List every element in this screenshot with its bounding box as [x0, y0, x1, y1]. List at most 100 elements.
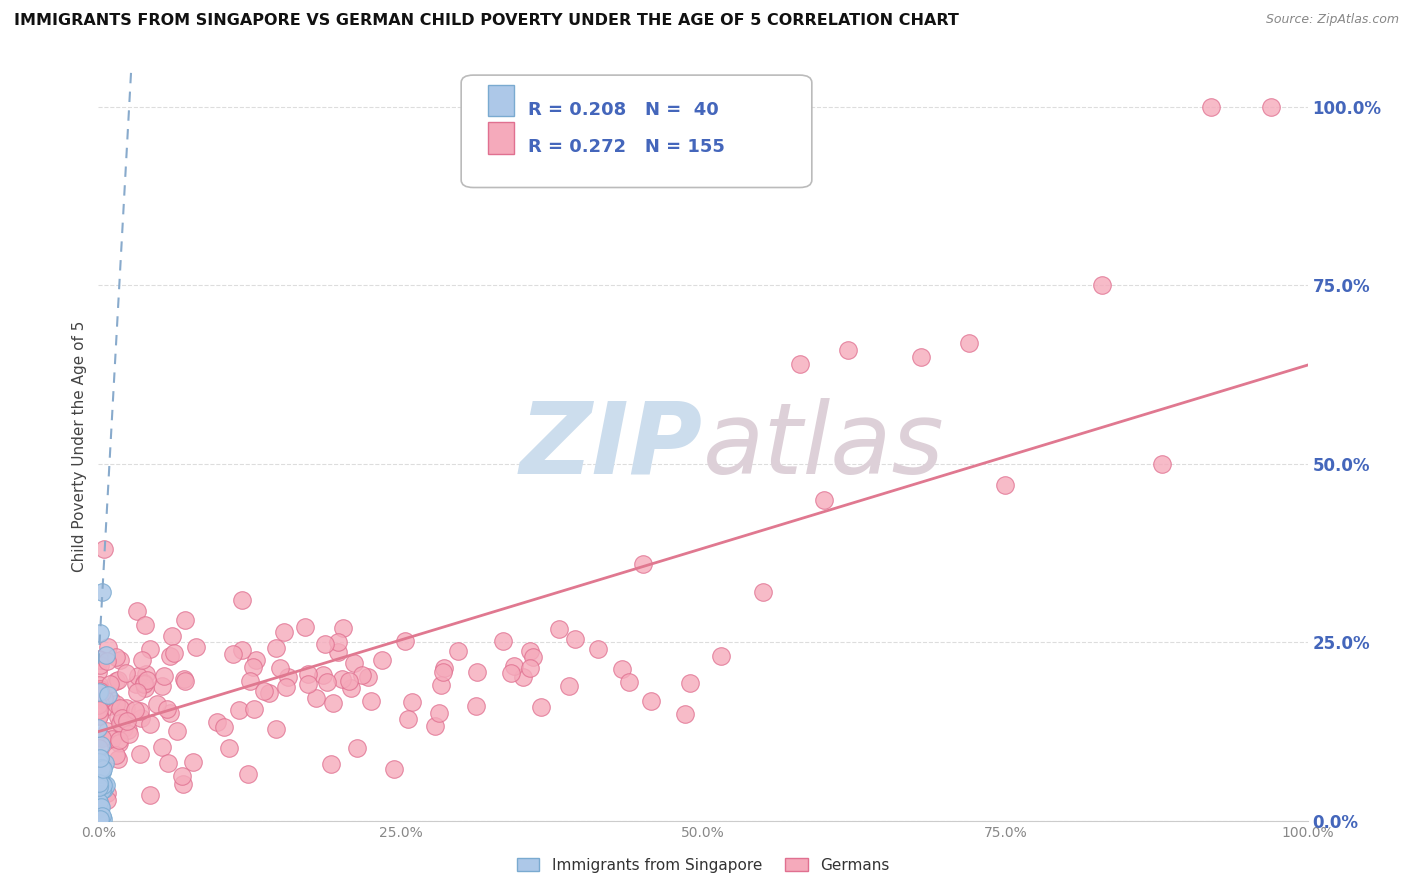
Point [259, 686, 281, 700]
Point [273, 625, 295, 640]
Point [401, 695, 423, 709]
Point [117, 727, 139, 741]
Point [87, 795, 110, 809]
Point [89, 812, 111, 826]
Point [115, 666, 138, 681]
Point [957, 335, 980, 350]
Point [89, 755, 111, 769]
Point [330, 673, 353, 687]
Point [994, 478, 1017, 492]
Point [139, 788, 162, 802]
Point [91, 783, 114, 797]
Point [93, 691, 115, 706]
Point [557, 679, 579, 693]
Point [89, 772, 111, 786]
Point [107, 673, 129, 687]
Point [89, 780, 111, 794]
Point [519, 661, 541, 675]
Point [90, 760, 112, 774]
Point [89, 685, 111, 699]
Point [97, 640, 120, 655]
Point [752, 585, 775, 599]
Text: atlas: atlas [703, 398, 945, 494]
Point [98, 677, 121, 691]
Point [90, 765, 112, 780]
Point [264, 722, 287, 736]
Point [467, 665, 489, 680]
Point [110, 716, 132, 731]
Point [312, 668, 335, 682]
Point [107, 752, 129, 766]
Point [160, 629, 183, 643]
Point [837, 343, 859, 357]
Point [125, 676, 148, 690]
Point [491, 634, 513, 648]
Point [91, 809, 114, 823]
Point [172, 768, 194, 782]
Point [173, 672, 195, 686]
Point [127, 669, 149, 683]
Point [131, 711, 153, 725]
Point [673, 707, 696, 722]
Point [87, 806, 110, 821]
Point [322, 696, 344, 710]
Point [89, 808, 111, 822]
Point [89, 773, 111, 788]
Point [910, 350, 932, 364]
Point [89, 653, 111, 667]
Point [87, 793, 110, 807]
Point [464, 699, 486, 714]
FancyBboxPatch shape [461, 75, 811, 187]
Point [105, 697, 128, 711]
FancyBboxPatch shape [488, 122, 515, 153]
Point [150, 679, 173, 693]
Point [343, 656, 366, 670]
Text: Source: ZipAtlas.com: Source: ZipAtlas.com [1265, 13, 1399, 27]
Point [1152, 457, 1174, 471]
Point [156, 702, 179, 716]
Point [346, 741, 368, 756]
Point [89, 802, 111, 816]
Point [110, 701, 132, 715]
Point [89, 678, 111, 692]
Point [1091, 278, 1114, 293]
Point [117, 723, 139, 738]
Point [90, 800, 112, 814]
Point [276, 680, 298, 694]
Point [245, 653, 267, 667]
Point [91, 812, 114, 826]
Point [153, 669, 176, 683]
Point [166, 723, 188, 738]
Point [98, 699, 121, 714]
Point [172, 777, 194, 791]
Point [87, 651, 110, 665]
Point [253, 683, 276, 698]
Point [1199, 100, 1222, 114]
Point [90, 739, 112, 753]
Point [174, 613, 197, 627]
Point [96, 723, 118, 738]
Point [162, 646, 184, 660]
Point [519, 644, 541, 658]
Point [105, 649, 128, 664]
Point [1260, 100, 1282, 114]
Point [87, 665, 110, 679]
Point [131, 653, 153, 667]
Point [124, 704, 146, 718]
Point [91, 762, 114, 776]
Point [145, 697, 167, 711]
Point [350, 667, 373, 681]
Point [87, 721, 110, 735]
Point [90, 731, 112, 745]
Point [242, 660, 264, 674]
Point [90, 585, 112, 599]
Point [108, 716, 131, 731]
Point [269, 661, 291, 675]
Point [218, 741, 240, 756]
Point [314, 637, 336, 651]
Point [394, 634, 416, 648]
Point [231, 592, 253, 607]
Point [89, 797, 111, 812]
Point [115, 714, 138, 729]
Point [294, 620, 316, 634]
